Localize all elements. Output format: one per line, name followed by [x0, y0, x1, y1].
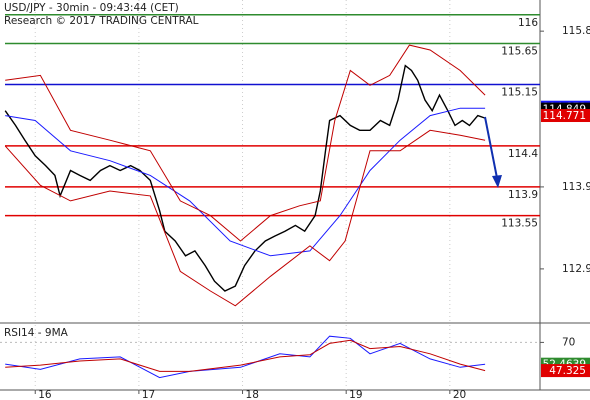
x-tick-label: 19 [349, 389, 362, 400]
chart-title: USD/JPY - 30min - 09:43:44 (CET) [4, 2, 179, 14]
level-label: 116 [518, 17, 538, 29]
price-tag-label: 47.325 [549, 365, 586, 377]
series-line [4, 64, 486, 292]
level-label: 114.4 [508, 148, 538, 160]
chart-subtitle: Research © 2017 TRADING CENTRAL [4, 15, 199, 27]
arrow [484, 116, 498, 179]
level-label: 113.9 [508, 189, 538, 201]
x-tick-label: 18 [246, 389, 259, 400]
arrow-head [492, 175, 502, 188]
level-label: 113.55 [501, 218, 538, 230]
x-tick-label: 16 [38, 389, 52, 400]
series-line [5, 44, 486, 242]
x-tick-label: 17 [142, 389, 155, 400]
y-tick-label: 115.8 [562, 25, 590, 37]
price-tag [541, 364, 590, 378]
series-line [5, 339, 486, 372]
pane-title: RSI14 - 9MA [4, 327, 69, 339]
price-tag [541, 109, 590, 123]
price-tag-label: 114.771 [543, 110, 586, 122]
series-line [5, 107, 486, 257]
level-label: 115.15 [501, 86, 538, 98]
level-label: 115.65 [501, 45, 538, 57]
y-tick-label: 70 [562, 336, 575, 348]
series-line [4, 129, 486, 307]
y-tick-label: 112.9 [562, 263, 590, 275]
y-tick-label: 113.9 [562, 181, 590, 193]
x-tick-label: 20 [453, 389, 466, 400]
